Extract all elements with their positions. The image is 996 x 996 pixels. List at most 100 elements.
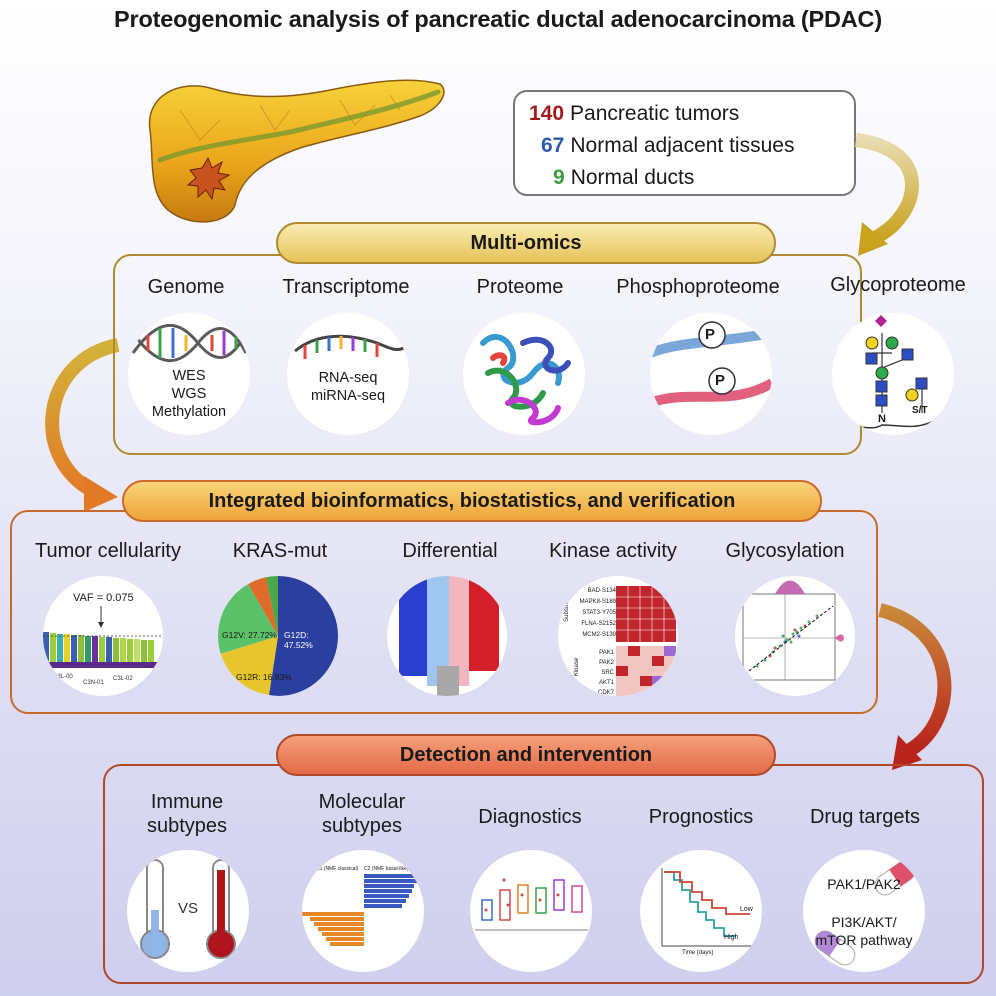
cohort-row-nat: 67 Normal adjacent tissues (541, 134, 794, 158)
km-low-label: Low (740, 906, 753, 913)
pancreas-illustration (148, 79, 445, 223)
arrow-multiomics-to-integrated (45, 338, 120, 499)
glyco-scatter-plot (742, 580, 844, 681)
thermometer-icons (140, 859, 236, 959)
molecular-circle: C1 (NMF classical) C2 (NMF basal-like) (302, 850, 424, 972)
substrate-label: MCM2-S139 (582, 632, 616, 638)
substrate-axis-label: Substrate (563, 596, 570, 622)
label-immune-subtypes: Immune subtypes (128, 790, 246, 838)
phospho-mark-1: P (705, 326, 716, 343)
glycosylation-circle (735, 576, 855, 696)
count-ducts: 9 (553, 166, 565, 189)
rna-icon (294, 334, 406, 359)
tumor-cellularity-circle: VAF = 0.075 C3L-00 C3N-01 C3L-02 (43, 576, 163, 696)
drug-target-pi3k: PI3K/AKT/ (831, 914, 897, 930)
kinase-labels: PAK1 PAK2 SRC AKT1 CDK7 (586, 648, 614, 696)
phospho-icon (650, 321, 772, 408)
label-drug-targets: Drug targets (809, 806, 921, 828)
kras-slice-g12d: G12D: 47.52% (284, 630, 313, 650)
detail-wes: WES (172, 368, 206, 384)
cohort-row-ducts: 9 Normal ducts (553, 166, 694, 190)
dna-icon (131, 324, 248, 362)
detail-mirnaseq: miRNA-seq (310, 388, 386, 404)
kinase-label: AKT1 (598, 680, 614, 686)
detail-methylation: Methylation (151, 404, 227, 420)
kras-slice-g12v: G12V: 27.72% (222, 630, 277, 640)
count-tumors: 140 (529, 102, 565, 125)
drug-target-pak: PAK1/PAK2 (827, 876, 901, 892)
glycoproteome-circle: N S/T (832, 313, 954, 435)
diagnostics-circle (470, 850, 592, 972)
kinase-label: SRC (601, 670, 614, 676)
glyco-mark-st: S/T (912, 405, 928, 416)
label-tumor-cellularity: Tumor cellularity (35, 540, 181, 562)
label-diagnostics: Diagnostics (478, 806, 582, 828)
integrated-header: Integrated bioinformatics, biostatistics… (122, 480, 822, 522)
tumor-mark (186, 156, 231, 201)
immune-circle: VS (127, 850, 249, 972)
protein-structure-icon (480, 333, 571, 426)
label-glycosylation: Glycosylation (725, 540, 845, 562)
genome-circle: WES WGS Methylation (128, 313, 250, 435)
label-kras-mut: KRAS-mut (232, 540, 328, 562)
detail-rnaseq: RNA-seq (318, 370, 378, 386)
svg-text:C3L-00: C3L-00 (53, 674, 73, 680)
molecular-bar-chart (302, 874, 424, 946)
cohort-row-tumors: 140 Pancreatic tumors (529, 102, 739, 126)
glycan-icon (851, 315, 938, 429)
svg-text:C3L-02: C3L-02 (113, 676, 133, 682)
genome-details: WES WGS Methylation (128, 367, 250, 421)
cohort-box: 140 Pancreatic tumors 67 Normal adjacent t… (513, 90, 856, 196)
drug-target-mtor: mTOR pathway (815, 932, 913, 948)
kinase-axis-label: Kinase (574, 657, 581, 677)
svg-text:C3N-01: C3N-01 (83, 680, 104, 686)
kinase-label: PAK1 (599, 650, 614, 656)
label-differential: Differential (402, 540, 498, 562)
substrate-label: BAD-S134 (587, 588, 616, 594)
arrow-cohort-to-multiomics (854, 133, 919, 245)
phospho-mark-2: P (715, 372, 726, 389)
label-molecular-subtypes: Molecular subtypes (292, 790, 432, 838)
km-xlabel: Time (days) (682, 950, 714, 956)
count-nat: 67 (541, 134, 565, 157)
immune-line-2: subtypes (146, 815, 228, 837)
kras-pie-circle: G12D: 47.52% G12R: 16.83% G12V: 27.72% (218, 576, 338, 696)
proteome-circle (463, 313, 585, 435)
c2-label: C2 (NMF basal-like) (364, 866, 409, 872)
label-tumors: Pancreatic tumors (570, 102, 740, 125)
immune-line-1: Immune (150, 791, 224, 813)
vaf-note: VAF = 0.075 (73, 592, 134, 604)
vaf-bar-chart: C3L-00 C3N-01 C3L-02 (43, 606, 163, 686)
molecular-line-2: subtypes (321, 815, 403, 837)
label-transcriptome: Transcriptome (282, 276, 410, 298)
label-genome: Genome (147, 276, 225, 298)
label-kinase-activity: Kinase activity (549, 540, 677, 562)
detail-wgs: WGS (171, 386, 207, 402)
substrate-label: MAPK8-S189 (579, 599, 616, 605)
molecular-line-1: Molecular (318, 791, 406, 813)
volcano-plot (399, 576, 499, 696)
c1-label: C1 (NMF classical) (316, 866, 359, 872)
label-glycoproteome: Glycoproteome (830, 274, 966, 296)
detection-header: Detection and intervention (276, 734, 776, 776)
transcriptome-circle: RNA-seq miRNA-seq (287, 313, 409, 435)
multiomics-header: Multi-omics (276, 222, 776, 264)
label-prognostics: Prognostics (648, 806, 754, 828)
differential-circle (387, 576, 507, 696)
capsule-icons (814, 860, 916, 966)
kras-slice-g12r: G12R: 16.83% (236, 672, 292, 682)
kras-pie-chart (218, 576, 338, 696)
arrow-integrated-to-detection (878, 603, 952, 756)
kinase-label: CDK7 (597, 690, 614, 696)
label-nat: Normal adjacent tissues (570, 134, 795, 157)
glyco-mark-n: N (878, 413, 886, 425)
kinase-label: PAK2 (599, 660, 614, 666)
label-proteome: Proteome (476, 276, 564, 298)
label-phosphoproteome: Phosphoproteome (616, 276, 780, 298)
km-survival-plot (661, 868, 756, 947)
kinase-substrate-labels: BAD-S134 MAPK8-S189 STAT3-Y705 FLNA-S215… (566, 586, 616, 641)
prognostics-circle: Low High Time (days) (640, 850, 762, 972)
vs-label: VS (177, 900, 198, 917)
label-ducts: Normal ducts (570, 166, 695, 189)
km-high-label: High (724, 934, 739, 941)
